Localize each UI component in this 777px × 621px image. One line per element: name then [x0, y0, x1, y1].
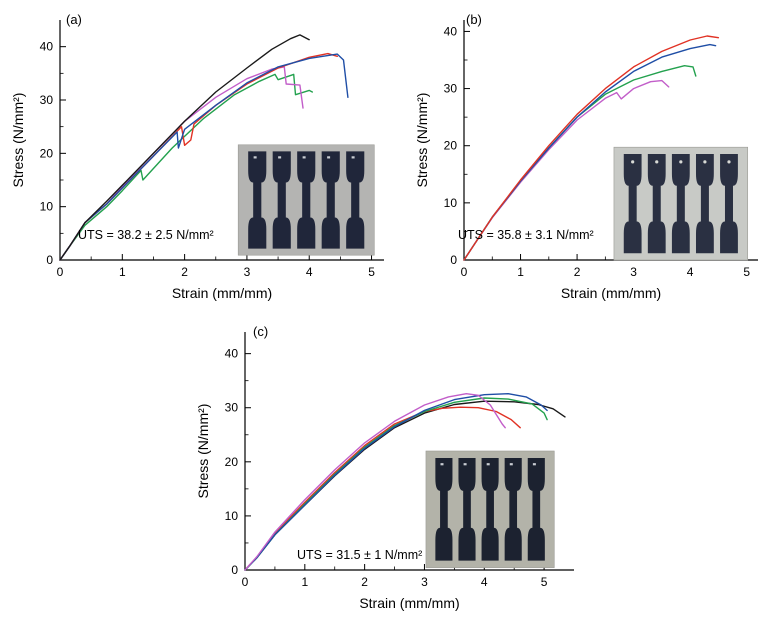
panel-label-a: (a)	[66, 12, 82, 27]
x-tick-label: 0	[461, 265, 468, 279]
x-tick-label: 5	[368, 265, 375, 279]
panel-c: 0 1 2 3 4 5 0 10 20 30 40 Strain (mm/mm) Stress (N/m…	[193, 316, 588, 616]
dogbone-specimen	[695, 153, 714, 254]
panel-label-b: (b)	[466, 12, 482, 27]
uts-label-b: UTS = 35.8 ± 3.1 N/mm²	[458, 228, 594, 242]
dogbone-specimen	[272, 151, 291, 249]
dogbone-specimen	[527, 457, 545, 561]
x-tick-label: 4	[687, 265, 694, 279]
y-tick-label: 0	[450, 253, 457, 267]
y-tick-label: 40	[40, 40, 54, 54]
x-tick-label: 2	[574, 265, 581, 279]
y-tick-label: 20	[225, 455, 239, 469]
y-tick-label: 30	[444, 82, 458, 96]
dogbone-specimen	[297, 151, 316, 249]
series-curve-red	[463, 35, 720, 261]
x-tick-label: 4	[306, 265, 313, 279]
panel-label-c: (c)	[253, 324, 269, 339]
y-axis-title: Stress (N/mm²)	[414, 93, 430, 188]
uts-label-c: UTS = 31.5 ± 1 N/mm²	[297, 548, 423, 562]
dogbone-specimen	[458, 457, 476, 561]
series-curve-black	[59, 34, 310, 261]
inset-specimen-photo	[237, 144, 375, 256]
axes: 0 1 2 3 4 5 0 10 20 30 40	[40, 20, 384, 279]
panel-a: 0 1 2 3 4 5 0 10 20 30 40 Strain (mm/mm) Stress (N/m…	[8, 4, 398, 306]
x-tick-label: 1	[517, 265, 524, 279]
x-tick-label: 2	[361, 575, 368, 589]
x-tick-label: 0	[57, 265, 64, 279]
x-tick-label: 0	[242, 575, 249, 589]
x-tick-label: 5	[541, 575, 548, 589]
dogbone-specimen	[481, 457, 499, 561]
y-tick-label: 20	[444, 139, 458, 153]
y-axis-title: Stress (N/mm²)	[195, 404, 211, 499]
y-tick-label: 0	[46, 253, 53, 267]
y-tick-label: 0	[231, 563, 238, 577]
dogbone-specimen	[248, 151, 267, 249]
y-tick-label: 40	[225, 347, 239, 361]
dogbone-specimen	[671, 153, 690, 254]
series-curve-blue	[59, 53, 349, 261]
x-tick-label: 5	[743, 265, 750, 279]
dogbone-specimen	[504, 457, 522, 561]
y-tick-label: 10	[40, 200, 54, 214]
x-tick-label: 3	[244, 265, 251, 279]
axes: 0 1 2 3 4 5 0 10 20 30 40	[225, 332, 574, 589]
y-axis-title: Stress (N/mm²)	[10, 93, 26, 188]
chart-c: 0 1 2 3 4 5 0 10 20 30 40 Strain (mm/mm) Stress (N/m…	[195, 332, 574, 611]
x-tick-label: 2	[181, 265, 188, 279]
y-tick-label: 40	[444, 24, 458, 38]
y-tick-label: 10	[225, 509, 239, 523]
y-tick-label: 30	[225, 401, 239, 415]
dogbone-specimen	[435, 457, 453, 561]
x-tick-label: 3	[421, 575, 428, 589]
uts-label-a: UTS = 38.2 ± 2.5 N/mm²	[78, 228, 214, 242]
series-curve-green	[59, 73, 313, 261]
x-tick-label: 1	[119, 265, 126, 279]
chart-b: 0 1 2 3 4 5 0 10 20 30 40 Strain (mm/mm) Stress (N/m…	[414, 20, 758, 301]
dogbone-specimen	[647, 153, 666, 254]
y-tick-label: 20	[40, 146, 54, 160]
inset-specimen-photo	[613, 146, 749, 261]
inset-specimen-photo	[425, 450, 555, 568]
chart-a: 0 1 2 3 4 5 0 10 20 30 40 Strain (mm/mm) Stress (N/m…	[10, 20, 384, 301]
x-axis-title: Strain (mm/mm)	[359, 595, 459, 611]
dogbone-specimen	[346, 151, 365, 249]
dogbone-specimen	[321, 151, 340, 249]
dogbone-specimen	[623, 153, 642, 254]
y-tick-label: 10	[444, 196, 458, 210]
series-curve-blue	[244, 392, 548, 571]
series-curve-magenta	[244, 392, 506, 571]
dogbone-specimen	[720, 153, 738, 254]
x-tick-label: 3	[630, 265, 637, 279]
x-tick-label: 1	[301, 575, 308, 589]
y-tick-label: 30	[40, 93, 54, 107]
x-axis-title: Strain (mm/mm)	[561, 285, 661, 301]
x-tick-label: 4	[481, 575, 488, 589]
panel-b: 0 1 2 3 4 5 0 10 20 30 40 Strain (mm/mm) Stress (N/m…	[412, 4, 772, 306]
x-axis-title: Strain (mm/mm)	[172, 285, 272, 301]
